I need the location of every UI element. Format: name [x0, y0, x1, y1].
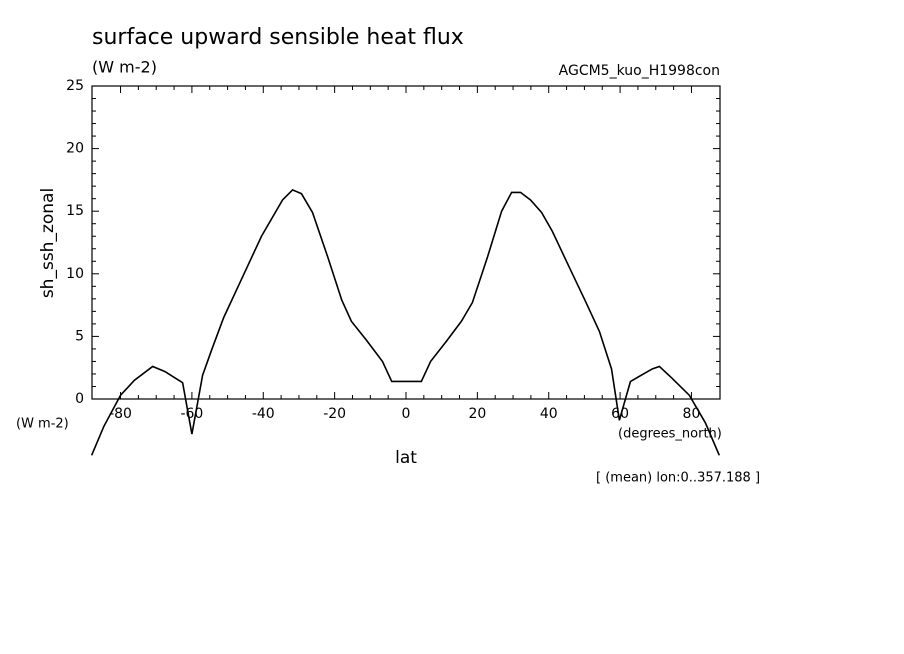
y-tick-label: 20: [66, 141, 84, 157]
x-tick-label: 80: [683, 406, 701, 422]
y-tick-label: 25: [66, 78, 84, 94]
x-tick-label: -20: [323, 406, 346, 422]
x-tick-label: 0: [402, 406, 411, 422]
plot-frame: [91, 85, 721, 400]
annotation: AGCM5_kuo_H1998con: [559, 63, 720, 79]
x-tick-label: -40: [252, 406, 275, 422]
x-tick-label: 60: [611, 406, 629, 422]
data-line: [90, 188, 721, 456]
y-unit-label: (W m-2): [16, 417, 69, 432]
x-tick-label: 40: [540, 406, 558, 422]
y-tick-label: 15: [66, 203, 84, 219]
x-unit-label: (degrees_north): [618, 427, 722, 442]
x-axis-label: lat: [395, 448, 417, 468]
y-tick-label: 0: [75, 391, 84, 407]
chart-subtitle: (W m-2): [92, 58, 157, 77]
y-tick-label: 5: [75, 328, 84, 344]
x-tick-label: -60: [180, 406, 203, 422]
x-tick-label: -80: [109, 406, 132, 422]
x-tick-label: 20: [468, 406, 486, 422]
chart-title: surface upward sensible heat flux: [92, 25, 464, 50]
footnote: [ (mean) lon:0..357.188 ]: [596, 471, 760, 486]
y-axis-label: sh_ssh_zonal: [38, 188, 58, 298]
y-tick-label: 10: [66, 266, 84, 282]
